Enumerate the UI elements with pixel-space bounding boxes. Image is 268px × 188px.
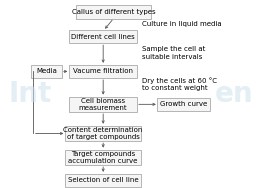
Text: en: en bbox=[214, 80, 253, 108]
Text: Cell biomass
measurement: Cell biomass measurement bbox=[79, 98, 128, 111]
Text: Media: Media bbox=[36, 68, 57, 74]
FancyBboxPatch shape bbox=[32, 65, 62, 77]
Text: Dry the cells at 60 °C
to constant weight: Dry the cells at 60 °C to constant weigh… bbox=[142, 77, 217, 91]
FancyBboxPatch shape bbox=[65, 150, 142, 165]
FancyBboxPatch shape bbox=[65, 174, 142, 187]
FancyBboxPatch shape bbox=[76, 5, 151, 19]
Text: Content determination
of target compounds: Content determination of target compound… bbox=[64, 127, 143, 140]
FancyBboxPatch shape bbox=[65, 126, 142, 141]
FancyBboxPatch shape bbox=[158, 98, 210, 111]
Text: Callus of different types: Callus of different types bbox=[72, 9, 156, 15]
FancyBboxPatch shape bbox=[69, 97, 137, 112]
Text: Growth curve: Growth curve bbox=[160, 101, 207, 107]
Text: Int: Int bbox=[8, 80, 51, 108]
Text: Vacume filtration: Vacume filtration bbox=[73, 68, 133, 74]
Text: Selection of cell line: Selection of cell line bbox=[68, 177, 139, 183]
Text: Target compounds
accumulation curve: Target compounds accumulation curve bbox=[69, 151, 138, 164]
Text: Culture in liquid media: Culture in liquid media bbox=[142, 21, 222, 27]
Text: Sample the cell at
suitable intervals: Sample the cell at suitable intervals bbox=[142, 46, 205, 60]
FancyBboxPatch shape bbox=[69, 65, 137, 78]
Text: Different cell lines: Different cell lines bbox=[71, 34, 135, 40]
FancyBboxPatch shape bbox=[69, 30, 137, 43]
